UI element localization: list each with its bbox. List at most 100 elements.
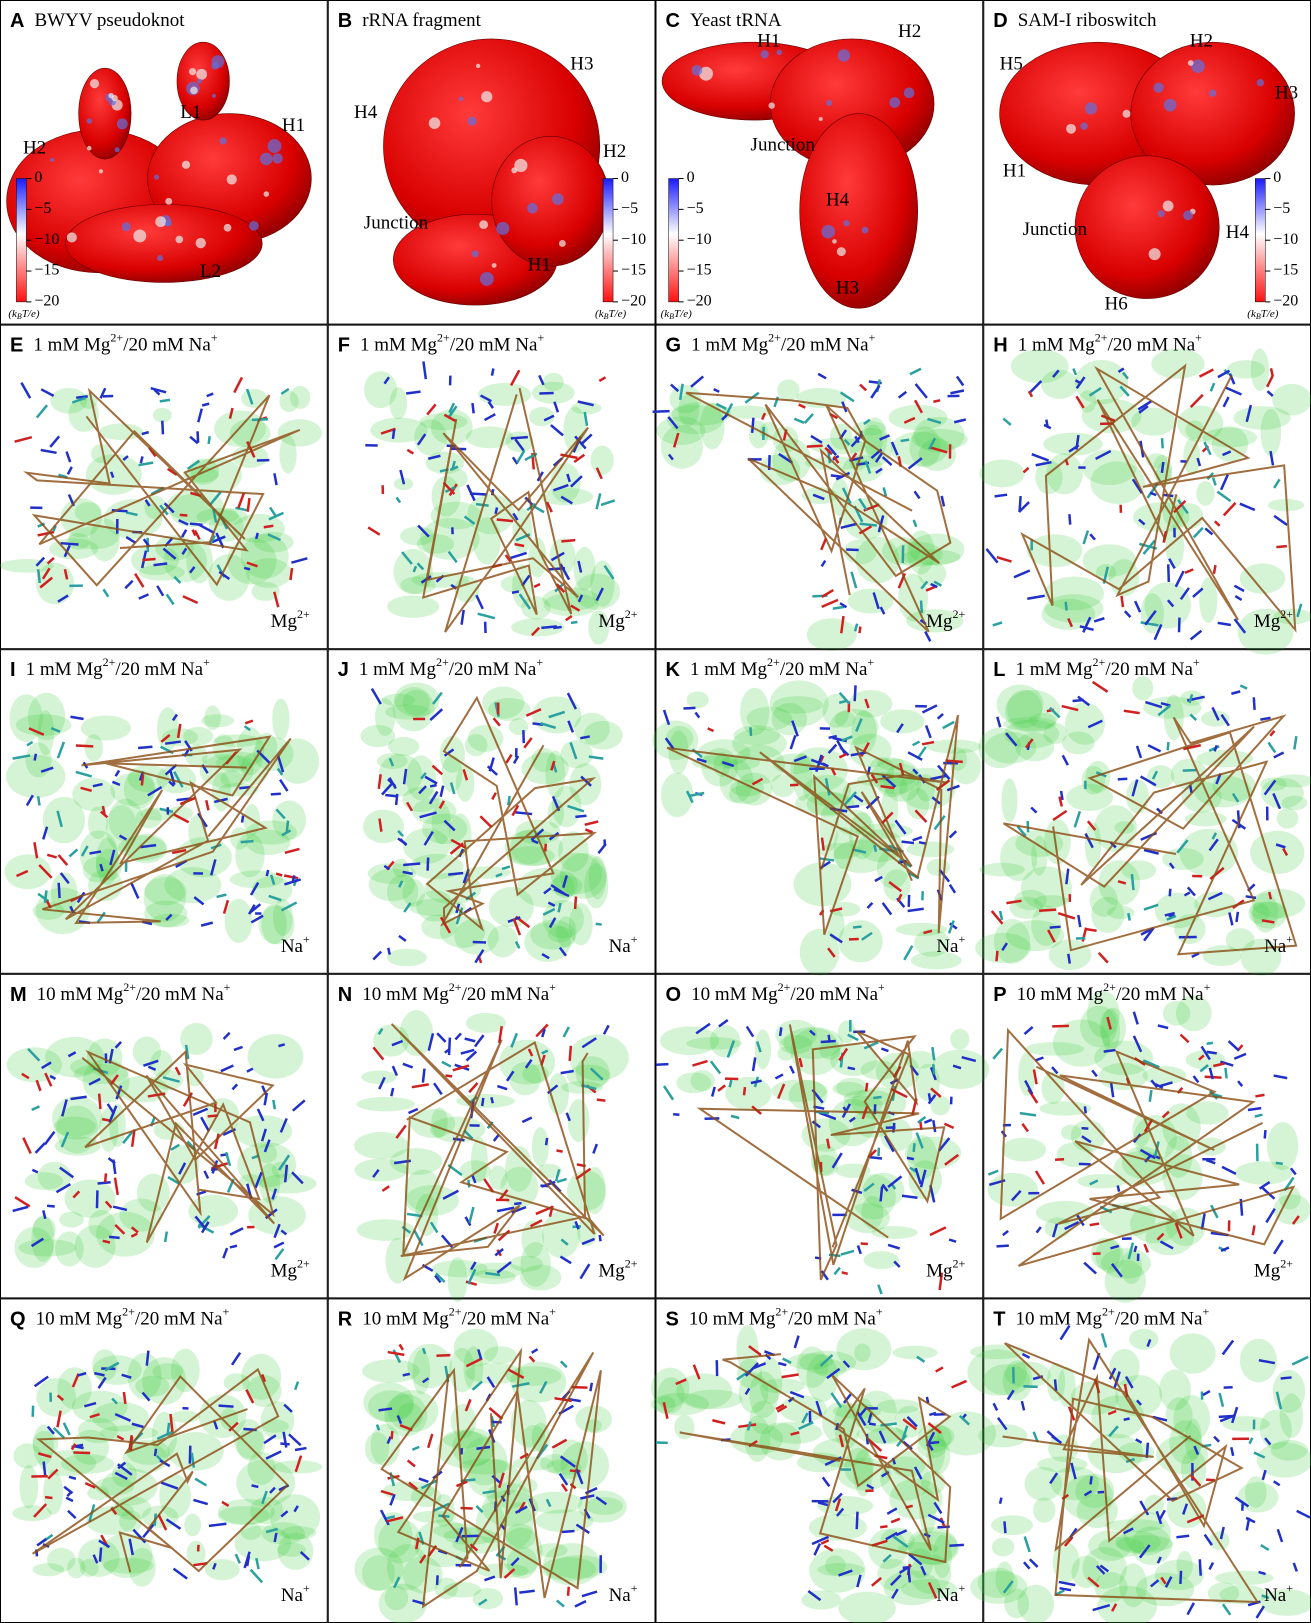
- region-label: H1: [282, 115, 305, 136]
- ion-density: [1273, 1194, 1310, 1225]
- ion-charge: +: [303, 1581, 310, 1595]
- base-stick: [45, 890, 47, 902]
- panel-letter: R: [338, 1309, 353, 1331]
- base-stick: [165, 1232, 167, 1242]
- base-stick: [664, 1086, 673, 1100]
- base-stick: [174, 1569, 188, 1579]
- ion-density: [1025, 1042, 1084, 1056]
- surface-spot: [211, 62, 219, 70]
- panel: R10 mM Mg2+/20 mM Na+Na+: [328, 1299, 655, 1623]
- base-stick: [1224, 397, 1229, 407]
- title-na-charge: +: [1202, 1304, 1209, 1318]
- colorbar-tick-label: 0: [1273, 169, 1281, 186]
- panel-letter: E: [10, 335, 23, 357]
- base-stick: [1020, 496, 1021, 512]
- ion-density: [277, 1543, 306, 1557]
- surface-spot: [1123, 110, 1131, 118]
- base-stick: [1035, 1058, 1043, 1061]
- ion-density: [880, 709, 924, 733]
- ion-density: [740, 688, 769, 736]
- base-stick: [280, 780, 287, 791]
- panel-title: CYeast tRNA: [666, 10, 782, 32]
- region-label: H4: [354, 102, 378, 123]
- base-stick: [252, 1485, 259, 1487]
- colorbar-tick-label: −5: [687, 200, 704, 217]
- base-stick: [1176, 571, 1184, 587]
- base-stick: [1269, 892, 1271, 899]
- ion-density: [354, 1132, 408, 1159]
- base-stick: [1162, 438, 1163, 448]
- base-stick: [1168, 564, 1169, 582]
- base-stick: [35, 754, 36, 761]
- colorbar-tick-label: 0: [621, 169, 629, 186]
- base-stick: [933, 400, 940, 401]
- surface: [492, 136, 610, 266]
- ion-base: Mg: [926, 1261, 953, 1282]
- base-stick: [691, 376, 703, 386]
- base-stick: [933, 1064, 934, 1074]
- surface-spot: [459, 96, 464, 101]
- base-stick: [902, 1196, 917, 1198]
- base-stick: [190, 524, 203, 525]
- base-stick: [822, 838, 824, 851]
- ion-base: Mg: [1254, 612, 1281, 633]
- title-mg: 10 mM Mg: [362, 984, 449, 1005]
- ion-density: [390, 387, 408, 419]
- ion-density: [99, 1108, 119, 1152]
- ion-label: Na+: [936, 932, 965, 958]
- surface: [1075, 156, 1219, 299]
- ion-density: [558, 831, 589, 872]
- ion-density: [992, 1538, 1014, 1557]
- base-stick: [514, 1203, 521, 1204]
- base-stick: [750, 727, 751, 736]
- base-stick: [711, 1061, 720, 1073]
- title-mg-charge: 2+: [1103, 980, 1116, 994]
- base-stick: [908, 909, 924, 911]
- base-stick: [41, 450, 57, 453]
- base-stick: [1240, 686, 1247, 689]
- title-na: /20 mM Na: [135, 1309, 223, 1330]
- surface-spot: [176, 236, 184, 244]
- colorbar: [669, 179, 679, 302]
- title-na: /20 mM Na: [1116, 984, 1204, 1005]
- base-stick: [778, 1363, 786, 1365]
- ion-density: [460, 1160, 491, 1182]
- base-stick: [423, 361, 425, 379]
- title-na-charge: +: [211, 330, 218, 344]
- panel-letter: C: [666, 10, 680, 32]
- ion-density: [272, 699, 289, 740]
- base-stick: [273, 1100, 274, 1109]
- base-stick: [1000, 1498, 1001, 1504]
- ion-density: [854, 1344, 870, 1363]
- title-mg-charge: 2+: [1095, 330, 1108, 344]
- surface-spot: [197, 79, 202, 84]
- base-stick: [428, 858, 429, 871]
- ion-density: [674, 1415, 694, 1440]
- region-label: H5: [1000, 53, 1023, 74]
- ion-density: [567, 1064, 611, 1087]
- base-stick: [1024, 1562, 1030, 1568]
- base-stick: [1090, 1224, 1099, 1226]
- base-stick: [1274, 479, 1279, 488]
- ion-density: [180, 1023, 212, 1055]
- base-stick: [858, 1245, 861, 1253]
- ion-density: [1183, 438, 1200, 475]
- title-mg-charge: 2+: [768, 330, 781, 344]
- base-stick: [182, 530, 186, 537]
- title-mg: 10 mM Mg: [1015, 1309, 1102, 1330]
- base-stick: [1267, 391, 1272, 396]
- surface-spot: [99, 169, 103, 173]
- base-stick: [142, 559, 155, 560]
- surface-spot: [1149, 248, 1161, 260]
- surface-spot: [1163, 201, 1174, 212]
- base-stick: [557, 1179, 567, 1182]
- base-stick: [861, 1243, 868, 1244]
- base-stick: [860, 385, 866, 391]
- base-stick: [571, 622, 577, 623]
- base-stick: [833, 607, 845, 609]
- colorbar-tick-label: 0: [34, 169, 42, 186]
- base-stick: [744, 1087, 745, 1095]
- base-stick: [878, 1285, 881, 1294]
- base-stick: [1037, 1227, 1041, 1233]
- ion-base: Na: [609, 936, 632, 957]
